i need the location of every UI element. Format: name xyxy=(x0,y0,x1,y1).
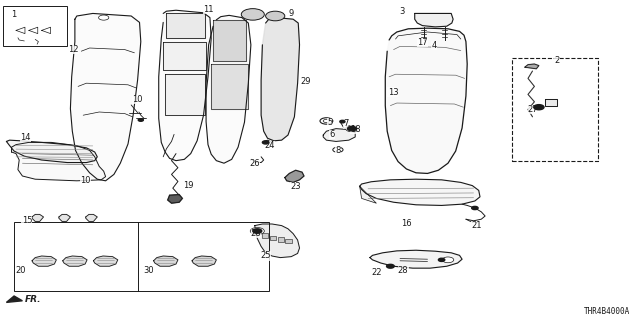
Text: 4: 4 xyxy=(431,41,436,50)
Circle shape xyxy=(323,119,330,123)
Text: 10: 10 xyxy=(132,95,143,104)
Text: 17: 17 xyxy=(417,38,428,47)
Polygon shape xyxy=(415,13,453,27)
Polygon shape xyxy=(370,250,462,268)
Circle shape xyxy=(138,119,143,121)
Polygon shape xyxy=(12,142,106,181)
Circle shape xyxy=(333,147,343,152)
Polygon shape xyxy=(63,256,87,266)
Text: 20: 20 xyxy=(15,266,26,275)
Polygon shape xyxy=(154,256,178,266)
Text: 9: 9 xyxy=(289,9,294,18)
Text: 1: 1 xyxy=(12,10,17,19)
Circle shape xyxy=(99,15,109,20)
Text: 3: 3 xyxy=(399,7,404,16)
Circle shape xyxy=(253,229,262,233)
Text: 25: 25 xyxy=(260,252,271,260)
Polygon shape xyxy=(70,13,141,181)
Circle shape xyxy=(250,228,264,235)
Text: 19: 19 xyxy=(184,181,194,190)
Polygon shape xyxy=(206,15,251,163)
Polygon shape xyxy=(255,224,300,258)
Circle shape xyxy=(472,206,478,210)
Circle shape xyxy=(534,105,544,110)
Polygon shape xyxy=(59,214,70,221)
Text: 10: 10 xyxy=(80,176,90,185)
Bar xyxy=(14,222,269,291)
Polygon shape xyxy=(86,214,97,221)
Text: 12: 12 xyxy=(68,45,79,54)
Text: 22: 22 xyxy=(371,268,381,277)
Text: 13: 13 xyxy=(388,88,398,97)
Polygon shape xyxy=(360,186,376,203)
Text: 30: 30 xyxy=(143,266,154,275)
Circle shape xyxy=(387,264,394,268)
Circle shape xyxy=(241,9,264,20)
Polygon shape xyxy=(165,74,205,115)
Text: 28: 28 xyxy=(398,266,408,275)
Polygon shape xyxy=(166,13,205,38)
Text: FR.: FR. xyxy=(24,295,41,304)
Text: 29: 29 xyxy=(300,77,310,86)
Polygon shape xyxy=(32,256,56,266)
Polygon shape xyxy=(285,170,304,182)
Bar xyxy=(270,236,276,240)
Polygon shape xyxy=(6,140,97,163)
Circle shape xyxy=(442,257,454,263)
Polygon shape xyxy=(159,10,211,161)
Polygon shape xyxy=(385,28,467,173)
Text: 24: 24 xyxy=(265,141,275,150)
Polygon shape xyxy=(211,64,248,109)
Text: 8: 8 xyxy=(335,146,340,155)
Text: 14: 14 xyxy=(20,133,31,142)
Polygon shape xyxy=(93,256,118,266)
Polygon shape xyxy=(192,256,216,266)
Text: 11: 11 xyxy=(203,5,213,14)
Text: 28: 28 xyxy=(251,229,261,238)
Polygon shape xyxy=(261,18,300,141)
Bar xyxy=(262,233,268,238)
Bar xyxy=(3,6,67,46)
Polygon shape xyxy=(525,64,539,69)
Text: 21: 21 xyxy=(472,221,482,230)
Polygon shape xyxy=(213,20,246,61)
Text: 27: 27 xyxy=(528,105,538,114)
Text: 26: 26 xyxy=(250,159,260,168)
Bar xyxy=(278,237,284,242)
Bar xyxy=(512,58,598,161)
Text: 6: 6 xyxy=(330,130,335,139)
Text: THR4B4000A: THR4B4000A xyxy=(584,307,630,316)
Polygon shape xyxy=(323,129,355,141)
Text: 7: 7 xyxy=(343,119,348,128)
Polygon shape xyxy=(163,42,206,70)
Polygon shape xyxy=(545,99,557,106)
Text: 18: 18 xyxy=(350,125,360,134)
Polygon shape xyxy=(168,195,182,203)
Circle shape xyxy=(262,141,269,144)
Circle shape xyxy=(340,120,345,123)
Text: 23: 23 xyxy=(291,182,301,191)
Polygon shape xyxy=(6,296,22,302)
Bar xyxy=(285,239,292,243)
Text: 2: 2 xyxy=(554,56,559,65)
Circle shape xyxy=(348,126,356,131)
Polygon shape xyxy=(32,214,44,221)
Circle shape xyxy=(438,258,445,261)
Text: 15: 15 xyxy=(22,216,32,225)
Text: 5: 5 xyxy=(327,118,332,127)
Polygon shape xyxy=(360,179,480,205)
Circle shape xyxy=(266,11,285,21)
Text: 16: 16 xyxy=(401,219,412,228)
Circle shape xyxy=(320,118,333,124)
Circle shape xyxy=(346,125,358,132)
